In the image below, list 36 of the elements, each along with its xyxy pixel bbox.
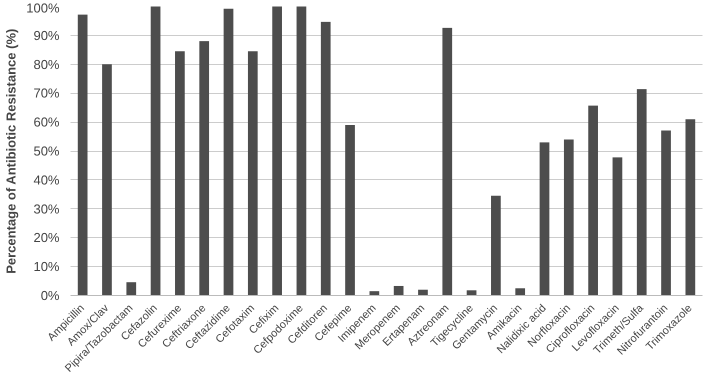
bar	[442, 28, 452, 296]
y-tick-label: 80%	[33, 56, 60, 72]
bar	[320, 22, 331, 296]
bar	[224, 8, 234, 296]
y-tick-label: 60%	[33, 114, 60, 130]
y-tick-label: 0%	[40, 288, 60, 303]
y-tick-label: 70%	[33, 86, 60, 101]
bar	[345, 124, 355, 296]
bar	[296, 6, 306, 296]
bar	[78, 14, 88, 296]
bar	[564, 139, 574, 296]
bar	[612, 157, 622, 296]
y-tick-label: 20%	[33, 230, 60, 246]
bar	[636, 89, 647, 296]
bar	[394, 286, 404, 296]
bar	[588, 106, 598, 296]
bar	[369, 291, 380, 296]
y-tick-label: 50%	[33, 144, 60, 158]
bar	[272, 6, 282, 296]
bar	[150, 6, 160, 296]
bar	[126, 282, 136, 296]
y-axis-title: Percentage of Antibiotic Resistance (%)	[3, 28, 18, 274]
bar	[685, 119, 696, 296]
bar	[102, 64, 112, 296]
bar	[540, 142, 550, 296]
bar	[248, 51, 258, 296]
bar	[199, 41, 210, 296]
bar	[491, 196, 501, 296]
y-tick-label: 100%	[26, 0, 60, 16]
y-tick-label: 30%	[33, 201, 60, 216]
y-tick-label: 40%	[33, 172, 60, 188]
bar	[418, 290, 428, 296]
bar	[661, 130, 671, 296]
y-tick-label: 10%	[33, 259, 60, 274]
bar	[175, 51, 185, 296]
y-tick-label: 90%	[33, 28, 60, 43]
